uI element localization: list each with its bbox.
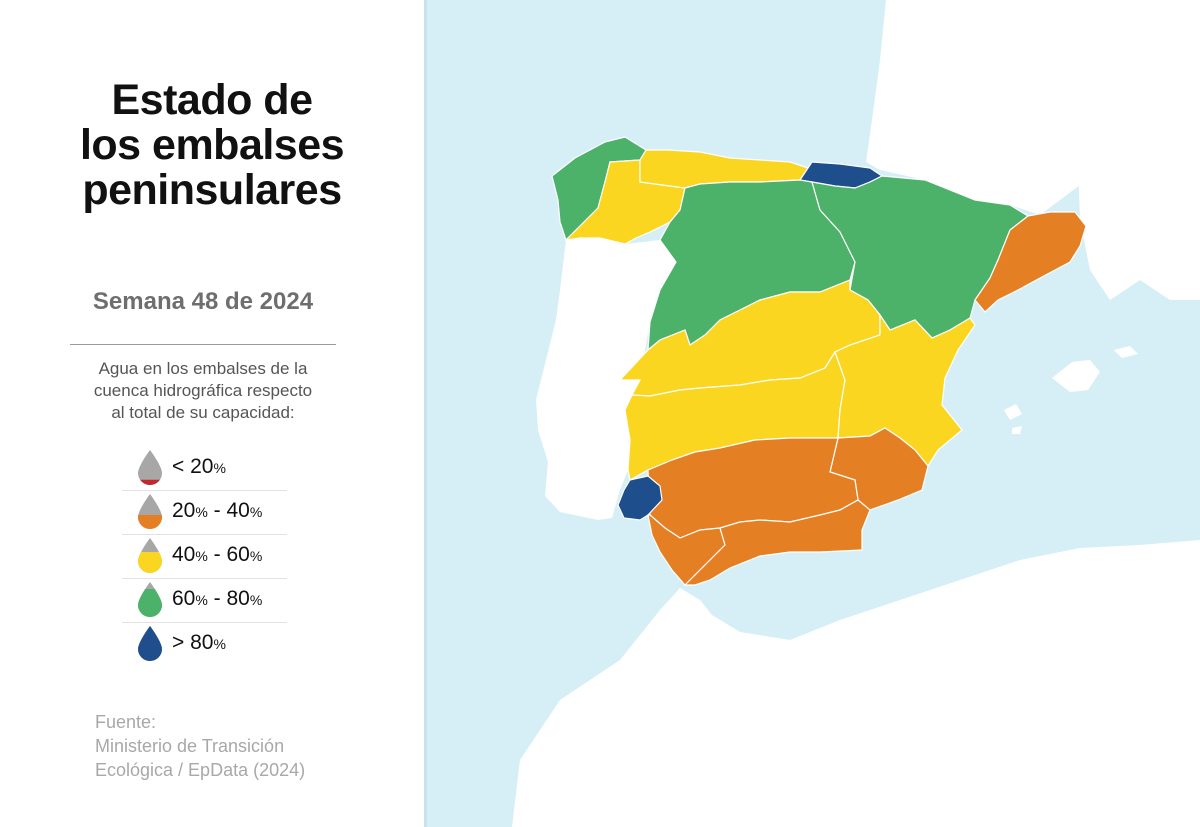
land-north-africa bbox=[512, 540, 1200, 827]
source-line-1: Fuente: bbox=[95, 712, 157, 732]
basin-cuencas-internas-cataluna bbox=[974, 211, 1087, 313]
land-portugal bbox=[536, 238, 676, 520]
basin-tinto-odiel-piedras bbox=[617, 475, 663, 521]
legend-label: 20% - 40% bbox=[172, 499, 263, 522]
water-drop-icon bbox=[138, 450, 162, 485]
legend-label: 40% - 60% bbox=[172, 543, 263, 566]
legend-item: < 20% bbox=[122, 447, 287, 491]
water-drop-icon bbox=[138, 626, 162, 661]
land-balearic-ibiza bbox=[1004, 404, 1022, 420]
legend-label: 60% - 80% bbox=[172, 587, 263, 610]
legend: < 20% 20% - 40% 40% - 60% 60% - 80% > 80… bbox=[122, 447, 287, 666]
page-title: Estado de los embalses peninsulares bbox=[0, 78, 424, 213]
iberia-map bbox=[512, 0, 1200, 827]
basin-cuencas-mediterraneas-andaluzas bbox=[683, 499, 871, 586]
legend-description: Agua en los embalses de la cuenca hidrog… bbox=[70, 358, 336, 424]
land-balearic-mallorca bbox=[1052, 360, 1100, 392]
land-corsica bbox=[1078, 148, 1200, 300]
source-note: Fuente: Ministerio de Transición Ecológi… bbox=[95, 710, 305, 782]
title-line-2: los embalses bbox=[79, 121, 345, 169]
legend-item: 60% - 80% bbox=[122, 579, 287, 623]
water-drop-icon bbox=[138, 494, 162, 529]
legend-item: 40% - 60% bbox=[122, 535, 287, 579]
map-area bbox=[424, 0, 1200, 827]
water-drop-icon bbox=[138, 582, 162, 617]
title-line-3: peninsulares bbox=[82, 166, 342, 214]
description-line-1: Agua en los embalses de la bbox=[98, 359, 308, 378]
description-line-2: cuenca hidrográfica respecto bbox=[93, 381, 313, 400]
source-line-3: Ecológica / EpData (2024) bbox=[95, 760, 306, 780]
water-drop-icon bbox=[138, 538, 162, 573]
source-line-2: Ministerio de Transición bbox=[95, 736, 285, 756]
legend-label: < 20% bbox=[172, 455, 226, 478]
land-balearic-menorca bbox=[1114, 346, 1138, 358]
legend-label: > 80% bbox=[172, 631, 226, 654]
land-balearic-formentera bbox=[1012, 426, 1022, 434]
week-label: Semana 48 de 2024 bbox=[92, 288, 314, 315]
info-panel: Estado de los embalses peninsulares Sema… bbox=[0, 0, 424, 827]
title-line-1: Estado de bbox=[111, 76, 314, 124]
divider bbox=[70, 344, 336, 345]
description-line-3: al total de su capacidad: bbox=[111, 403, 295, 422]
panel-divider bbox=[424, 0, 427, 827]
legend-item: > 80% bbox=[122, 623, 287, 666]
legend-item: 20% - 40% bbox=[122, 491, 287, 535]
